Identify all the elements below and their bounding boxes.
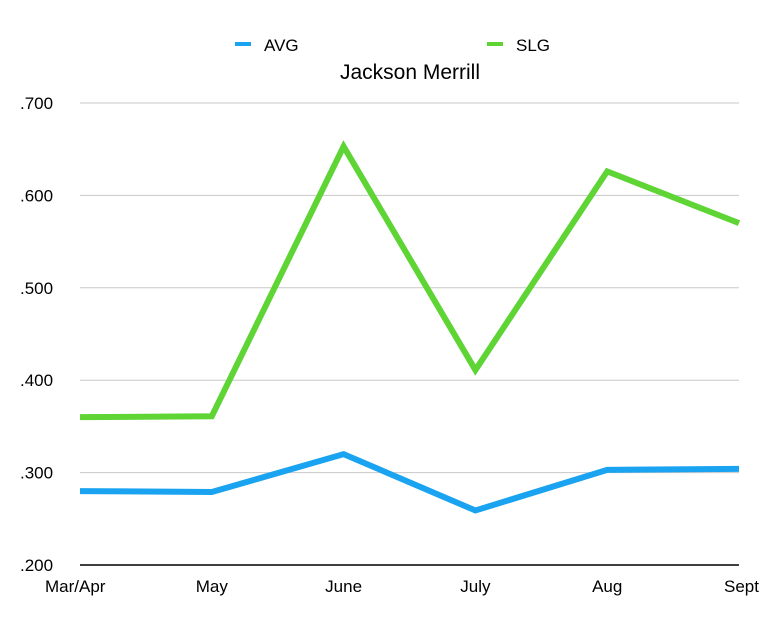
x-tick-label: Aug [592, 577, 622, 596]
y-tick-label: .700 [20, 94, 53, 113]
y-tick-label: .200 [20, 556, 53, 575]
series-line-avg [79, 450, 740, 514]
x-tick-label: May [196, 577, 229, 596]
y-tick-label: .300 [20, 464, 53, 483]
legend-swatch-slg [487, 42, 503, 46]
legend-label-avg: AVG [264, 36, 299, 55]
legend-swatch-avg [235, 42, 251, 46]
legend: AVG SLG [235, 36, 550, 55]
series-line-slg [79, 140, 741, 421]
y-axis-ticks: .200 .300 .400 .500 .600 .700 [20, 94, 53, 575]
x-tick-label: July [460, 577, 491, 596]
x-tick-label: Mar/Apr [45, 577, 106, 596]
x-tick-label: June [325, 577, 362, 596]
series-lines [79, 140, 741, 514]
legend-label-slg: SLG [516, 36, 550, 55]
y-tick-label: .600 [20, 186, 53, 205]
x-tick-label: Sept [724, 577, 759, 596]
y-tick-label: .500 [20, 279, 53, 298]
x-axis-ticks: Mar/Apr May June July Aug Sept [45, 577, 759, 596]
chart-title: Jackson Merrill [340, 61, 480, 84]
y-tick-label: .400 [20, 371, 53, 390]
